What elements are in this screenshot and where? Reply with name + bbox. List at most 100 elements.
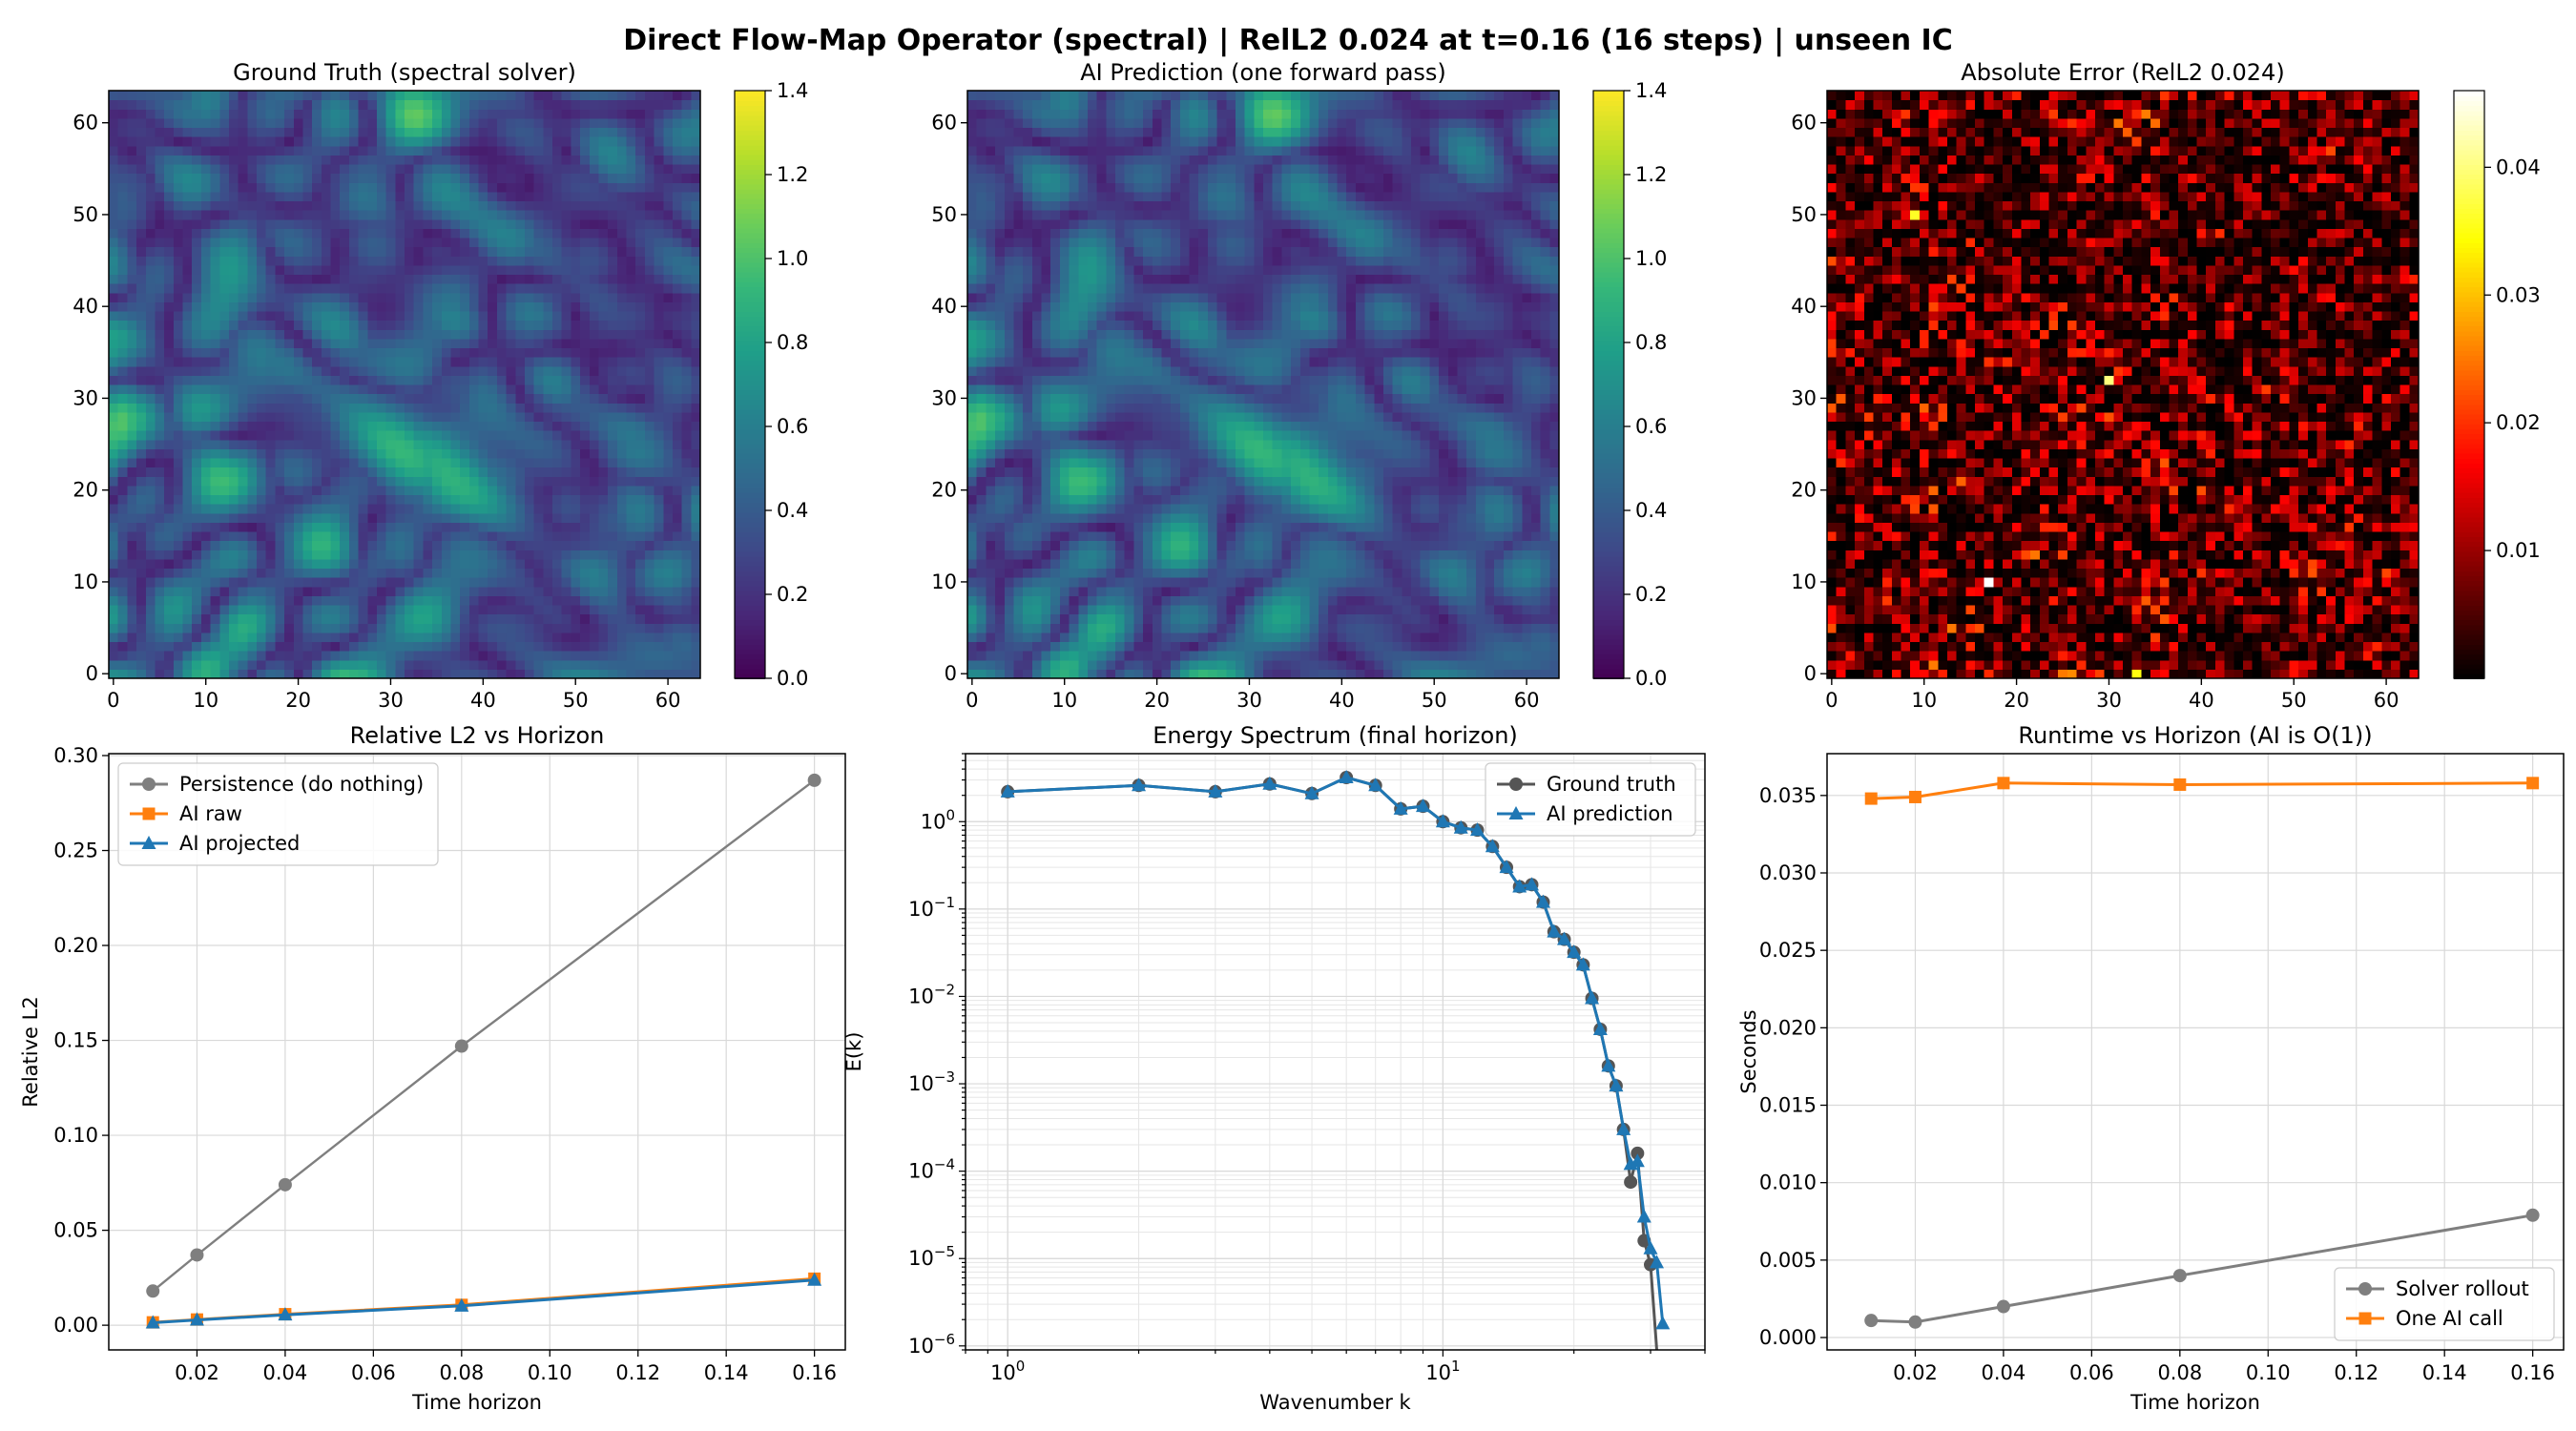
heatmap-cell: [228, 274, 239, 284]
heatmap-cell: [626, 210, 636, 220]
heatmap-cell: [589, 200, 600, 211]
heatmap-cell: [1402, 595, 1412, 606]
heatmap-cell: [395, 669, 405, 679]
heatmap-cell: [155, 228, 165, 238]
heatmap-cell: [533, 403, 544, 413]
heatmap-cell: [681, 659, 692, 670]
heatmap-cell: [626, 504, 636, 514]
heatmap-cell: [626, 292, 636, 302]
heatmap-cell: [1272, 669, 1282, 679]
heatmap-cell: [663, 164, 674, 175]
heatmap-cell: [265, 320, 276, 330]
heatmap-cell: [1382, 669, 1394, 679]
heatmap-cell: [284, 430, 295, 441]
heatmap-cell: [358, 411, 368, 423]
heatmap-cell: [367, 246, 378, 257]
heatmap-cell: [348, 173, 360, 183]
heatmap-cell: [109, 430, 119, 441]
heatmap-cell: [635, 430, 646, 441]
heatmap-cell: [515, 200, 526, 211]
heatmap-cell: [321, 136, 332, 147]
heatmap-cell: [460, 320, 470, 330]
heatmap-cell: [1235, 586, 1246, 596]
heatmap-cell: [995, 669, 1006, 679]
heatmap-cell: [182, 99, 193, 110]
heatmap-cell: [552, 182, 563, 193]
heatmap-cell: [210, 586, 220, 596]
heatmap-cell: [441, 504, 452, 514]
heatmap-cell: [312, 145, 322, 156]
heatmap-cell: [367, 430, 378, 441]
heatmap-cell: [321, 531, 332, 542]
heatmap-cell: [109, 338, 119, 349]
heatmap-cell: [238, 246, 248, 257]
heatmap-cell: [265, 393, 276, 404]
heatmap-cell: [1485, 586, 1495, 596]
heatmap-cell: [302, 292, 313, 302]
heatmap-cell: [358, 191, 368, 202]
heatmap-cell: [395, 485, 405, 496]
heatmap-cell: [635, 558, 646, 570]
y-tick-label: 40: [73, 295, 98, 318]
heatmap-cell: [580, 246, 591, 257]
heatmap-cell: [468, 531, 480, 542]
heatmap-cell: [395, 586, 405, 596]
heatmap-cell: [450, 301, 461, 312]
heatmap-cell: [200, 347, 212, 358]
heatmap-cell: [376, 292, 387, 302]
heatmap-cell: [1411, 577, 1422, 588]
heatmap-cell: [1263, 586, 1274, 596]
heatmap-cell: [293, 504, 304, 514]
heatmap-cell: [691, 613, 701, 624]
heatmap-cell: [496, 292, 508, 302]
heatmap-cell: [376, 659, 387, 670]
heatmap-cell: [543, 550, 553, 560]
heatmap-cell: [321, 283, 332, 294]
heatmap-cell: [626, 365, 636, 376]
heatmap-cell: [1226, 651, 1236, 661]
heatmap-cell: [275, 145, 285, 156]
heatmap-cell: [995, 586, 1006, 596]
heatmap-cell: [117, 595, 128, 606]
heatmap-cell: [423, 522, 433, 532]
heatmap-cell: [265, 550, 276, 560]
heatmap-cell: [210, 173, 220, 183]
heatmap-cell: [413, 467, 424, 477]
heatmap-cell: [626, 117, 636, 129]
heatmap-cell: [552, 467, 563, 477]
heatmap-cell: [330, 301, 341, 312]
heatmap-cell: [385, 439, 396, 449]
heatmap-cell: [478, 393, 488, 404]
heatmap-cell: [117, 283, 128, 294]
heatmap-cell: [164, 191, 175, 202]
heatmap-cell: [432, 228, 443, 238]
colorbar-tick-label: 0.6: [777, 415, 808, 438]
heatmap-cell: [228, 577, 239, 588]
heatmap-cell: [580, 109, 591, 119]
heatmap-cell: [515, 512, 526, 523]
heatmap-cell: [1115, 577, 1126, 588]
heatmap-cell: [405, 540, 415, 550]
heatmap-cell: [589, 274, 600, 284]
heatmap-cell: [691, 411, 701, 423]
heatmap-cell: [238, 191, 248, 202]
heatmap-cell: [654, 145, 664, 156]
heatmap-cell: [358, 558, 368, 570]
heatmap-cell: [367, 283, 378, 294]
heatmap-cell: [460, 641, 470, 652]
heatmap-cell: [376, 246, 387, 257]
heatmap-cell: [358, 476, 368, 487]
heatmap-cell: [1078, 641, 1089, 652]
heatmap-cell: [496, 669, 508, 679]
heatmap-cell: [127, 439, 137, 449]
heatmap-cell: [515, 145, 526, 156]
heatmap-cell: [219, 632, 230, 643]
heatmap-cell: [543, 283, 553, 294]
heatmap-cell: [413, 384, 424, 395]
heatmap-cell: [986, 632, 996, 643]
heatmap-cell: [552, 595, 563, 606]
heatmap-cell: [385, 651, 396, 661]
heatmap-cell: [358, 595, 368, 606]
y-tick-label: 30: [73, 386, 98, 409]
heatmap-cell: [432, 540, 443, 550]
